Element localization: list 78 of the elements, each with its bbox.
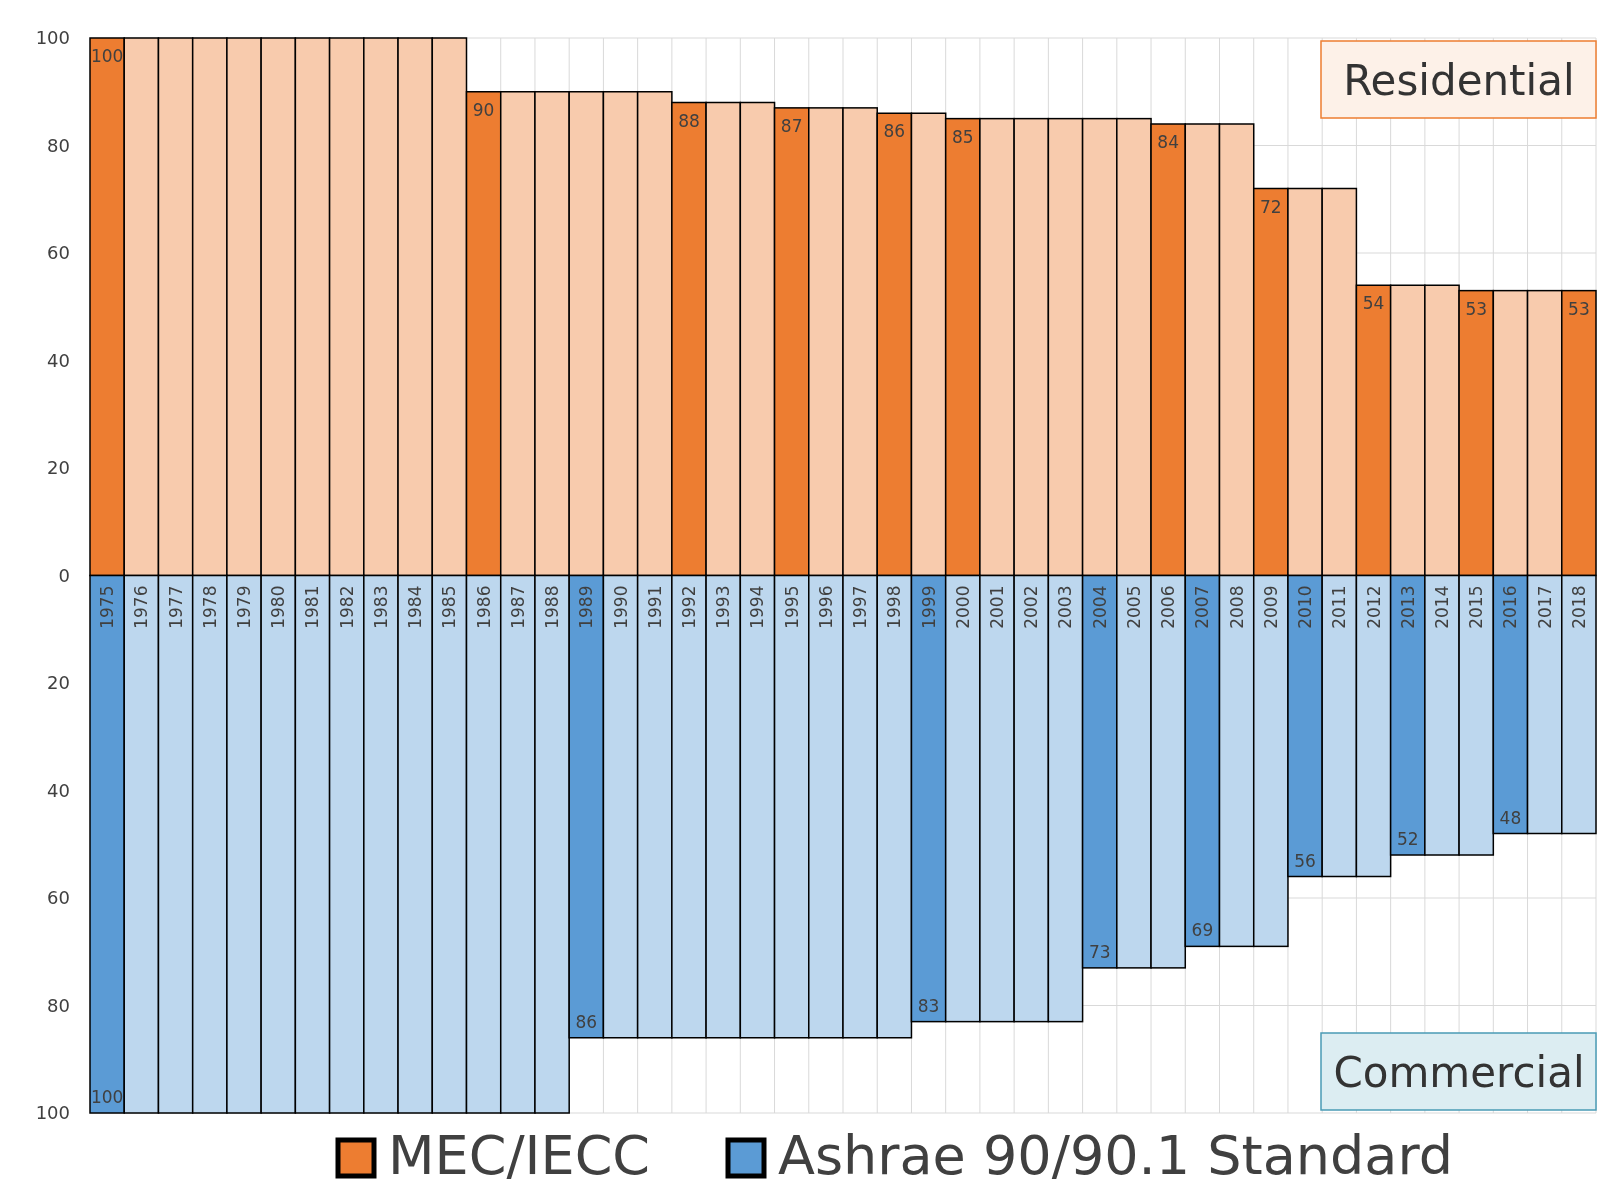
data-label: 83 [917,995,940,1016]
x-tick-label: 2001 [987,585,1008,629]
y-tick-label: 60 [47,242,70,264]
data-label: 90 [472,99,495,120]
legend-label: Ashrae 90/90.1 Standard [778,1124,1453,1187]
annotation: Commercial [1333,1048,1585,1097]
x-tick-label: 1991 [644,585,665,629]
y-tick-label: 40 [47,779,70,801]
x-tick-label: 2018 [1568,585,1589,629]
y-tick-label: 60 [47,887,70,909]
data-label: 69 [1191,920,1214,941]
x-tick-label: 1984 [405,585,426,629]
y-tick-label: 20 [47,457,70,479]
y-tick-label: 0 [58,564,70,586]
x-tick-label: 1996 [815,585,836,629]
data-label: 48 [1499,807,1522,828]
x-tick-label: 2003 [1055,585,1076,629]
data-label: 56 [1294,850,1316,871]
x-tick-label: 2013 [1397,585,1418,629]
data-label: 86 [575,1011,598,1032]
data-label: 85 [951,126,974,147]
x-tick-label: 2002 [1021,585,1042,629]
x-tick-label: 1988 [542,585,563,629]
x-tick-label: 1985 [439,585,460,629]
data-label: 52 [1396,829,1419,849]
x-tick-label: 1983 [370,585,391,629]
legend-label: MEC/IECC [388,1124,651,1187]
x-tick-label: 2004 [1089,585,1110,629]
y-tick-label: 100 [35,27,70,49]
x-tick-label: 1981 [302,585,323,629]
x-tick-label: 2014 [1431,585,1452,629]
x-tick-label: 1990 [610,585,631,629]
x-tick-label: 1989 [576,585,597,629]
x-tick-label: 1977 [165,585,186,629]
x-tick-label: 2016 [1500,585,1521,629]
y-tick-label: 100 [35,1102,70,1124]
y-tick-label: 80 [47,134,70,156]
x-tick-label: 1986 [473,585,494,629]
x-tick-label: 1982 [336,585,357,629]
x-tick-label: 2000 [952,585,973,629]
x-tick-label: 1997 [850,585,871,629]
data-label: 73 [1088,941,1111,962]
x-tick-label: 1979 [234,585,255,629]
x-tick-label: 1978 [199,585,220,629]
x-tick-label: 2007 [1192,585,1213,629]
x-tick-label: 1976 [131,585,152,629]
data-label: 88 [678,110,700,131]
data-label: 87 [780,115,803,136]
data-label: 100 [90,46,124,66]
x-tick-label: 1987 [507,585,528,629]
y-tick-label: 80 [47,994,70,1016]
data-label: 72 [1260,196,1282,217]
data-label: 54 [1362,293,1385,314]
data-label: 53 [1465,298,1488,319]
x-tick-label: 1980 [268,585,289,629]
y-tick-label: 20 [47,672,70,694]
x-tick-label: 2012 [1363,585,1384,629]
y-tick-label: 40 [47,349,70,371]
x-tick-label: 1993 [713,585,734,629]
data-label: 53 [1568,298,1590,319]
x-tick-label: 2008 [1226,585,1247,629]
x-tick-label: 2017 [1534,585,1555,629]
x-tick-label: 1992 [678,585,699,629]
x-tick-label: 1998 [884,585,905,629]
x-tick-label: 2009 [1260,585,1281,629]
data-label: 86 [883,121,906,142]
x-tick-label: 1995 [781,585,802,629]
data-label: 84 [1157,132,1179,152]
x-tick-label: 1994 [747,585,768,629]
x-tick-label: 1999 [918,585,939,629]
x-tick-label: 2015 [1466,585,1487,629]
x-tick-label: 2011 [1329,585,1350,629]
x-tick-label: 2005 [1123,585,1144,629]
annotation: Residential [1343,56,1575,105]
x-tick-label: 1975 [97,585,118,629]
x-tick-label: 2006 [1158,585,1179,629]
data-label: 100 [90,1087,124,1107]
x-tick-label: 2010 [1295,585,1316,629]
